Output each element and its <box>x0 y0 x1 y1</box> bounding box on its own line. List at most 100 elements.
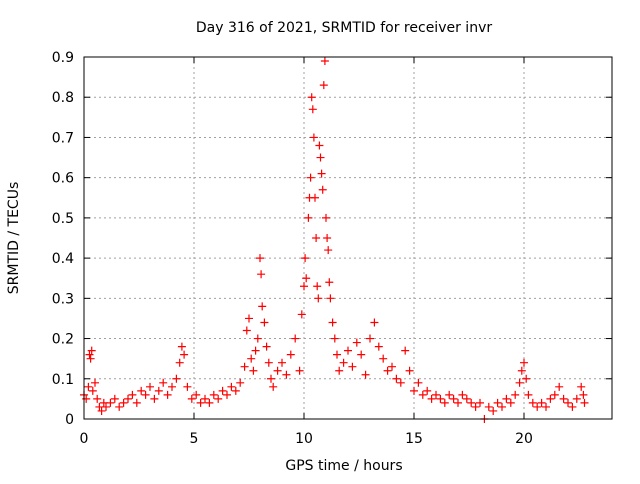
data-point <box>550 390 559 399</box>
y-tick-label: 0.2 <box>52 332 74 348</box>
data-point <box>256 254 264 263</box>
data-point <box>528 398 537 407</box>
data-point <box>462 394 471 403</box>
data-point <box>379 354 388 363</box>
data-point <box>251 346 260 355</box>
data-point <box>159 378 168 387</box>
data-point <box>484 402 493 411</box>
data-point <box>302 274 311 283</box>
x-tick-label: 15 <box>405 431 423 447</box>
data-point <box>175 358 184 367</box>
y-tick-label: 0.7 <box>52 130 74 146</box>
data-point <box>205 398 214 407</box>
data-point <box>308 105 317 114</box>
data-point <box>300 282 308 291</box>
data-point <box>86 354 95 363</box>
y-tick-label: 0.4 <box>52 251 74 267</box>
data-point <box>318 185 327 194</box>
data-point <box>572 394 581 403</box>
data-point <box>449 394 458 403</box>
data-point <box>401 346 410 355</box>
plot-frame <box>83 56 613 420</box>
data-point <box>476 398 484 407</box>
data-point <box>242 326 251 335</box>
data-point <box>348 362 357 371</box>
x-tick-label: 10 <box>295 431 313 447</box>
data-points-layer <box>80 57 589 423</box>
data-point <box>316 153 325 162</box>
data-point <box>537 398 546 407</box>
data-point <box>85 350 94 359</box>
y-tick-label: 0.1 <box>52 372 74 388</box>
data-point <box>257 270 266 279</box>
data-point <box>568 402 577 411</box>
data-point <box>328 318 337 327</box>
chart-title: Day 316 of 2021, SRMTID for receiver inv… <box>196 20 492 36</box>
data-point <box>580 398 589 407</box>
data-point <box>132 398 141 407</box>
data-point <box>517 366 526 375</box>
data-point <box>396 378 405 387</box>
y-tick-label: 0.5 <box>52 211 74 227</box>
data-point <box>522 374 531 383</box>
data-point <box>88 386 97 395</box>
data-point <box>319 81 328 90</box>
data-point <box>180 350 189 359</box>
data-point <box>154 386 163 395</box>
data-point <box>555 382 564 391</box>
data-point <box>119 398 128 407</box>
data-point <box>325 278 334 287</box>
data-point <box>273 366 282 375</box>
data-point <box>577 382 586 391</box>
x-tick-label: 0 <box>80 431 89 447</box>
y-tick-label: 0 <box>65 412 74 428</box>
data-point <box>445 390 454 399</box>
y-tick-label: 0.9 <box>52 50 74 66</box>
data-point <box>322 213 330 222</box>
data-point <box>84 382 93 391</box>
data-point <box>240 362 249 371</box>
data-point <box>91 378 99 387</box>
data-point <box>388 362 396 371</box>
data-point <box>471 402 480 411</box>
data-point <box>87 346 96 355</box>
data-point <box>467 398 476 407</box>
data-point <box>440 398 449 407</box>
data-point <box>361 370 370 379</box>
data-point <box>335 366 344 375</box>
data-point <box>209 390 218 399</box>
data-point <box>295 366 304 375</box>
data-point <box>520 358 528 367</box>
data-point <box>542 402 550 411</box>
data-point <box>282 370 291 379</box>
data-point <box>330 334 339 343</box>
data-point <box>311 193 319 202</box>
data-point <box>278 358 286 367</box>
y-tick-label: 0.6 <box>52 171 74 187</box>
data-point <box>223 390 231 399</box>
data-point <box>458 390 467 399</box>
data-point <box>301 254 310 263</box>
data-point <box>410 386 418 395</box>
data-point <box>317 169 326 178</box>
data-point <box>489 406 498 415</box>
data-point <box>163 390 172 399</box>
data-point <box>314 294 323 303</box>
data-point <box>383 366 392 375</box>
data-point <box>423 386 432 395</box>
data-point <box>511 390 520 399</box>
data-point <box>339 358 348 367</box>
data-point <box>414 378 423 387</box>
data-point <box>249 366 258 375</box>
data-point <box>102 402 110 411</box>
data-point <box>150 394 159 403</box>
data-point <box>324 246 333 255</box>
data-point <box>196 398 205 407</box>
data-point <box>137 386 146 395</box>
data-point <box>307 93 316 102</box>
data-point <box>515 378 524 387</box>
data-point <box>352 338 361 347</box>
data-point <box>245 314 253 323</box>
data-point <box>323 234 332 242</box>
